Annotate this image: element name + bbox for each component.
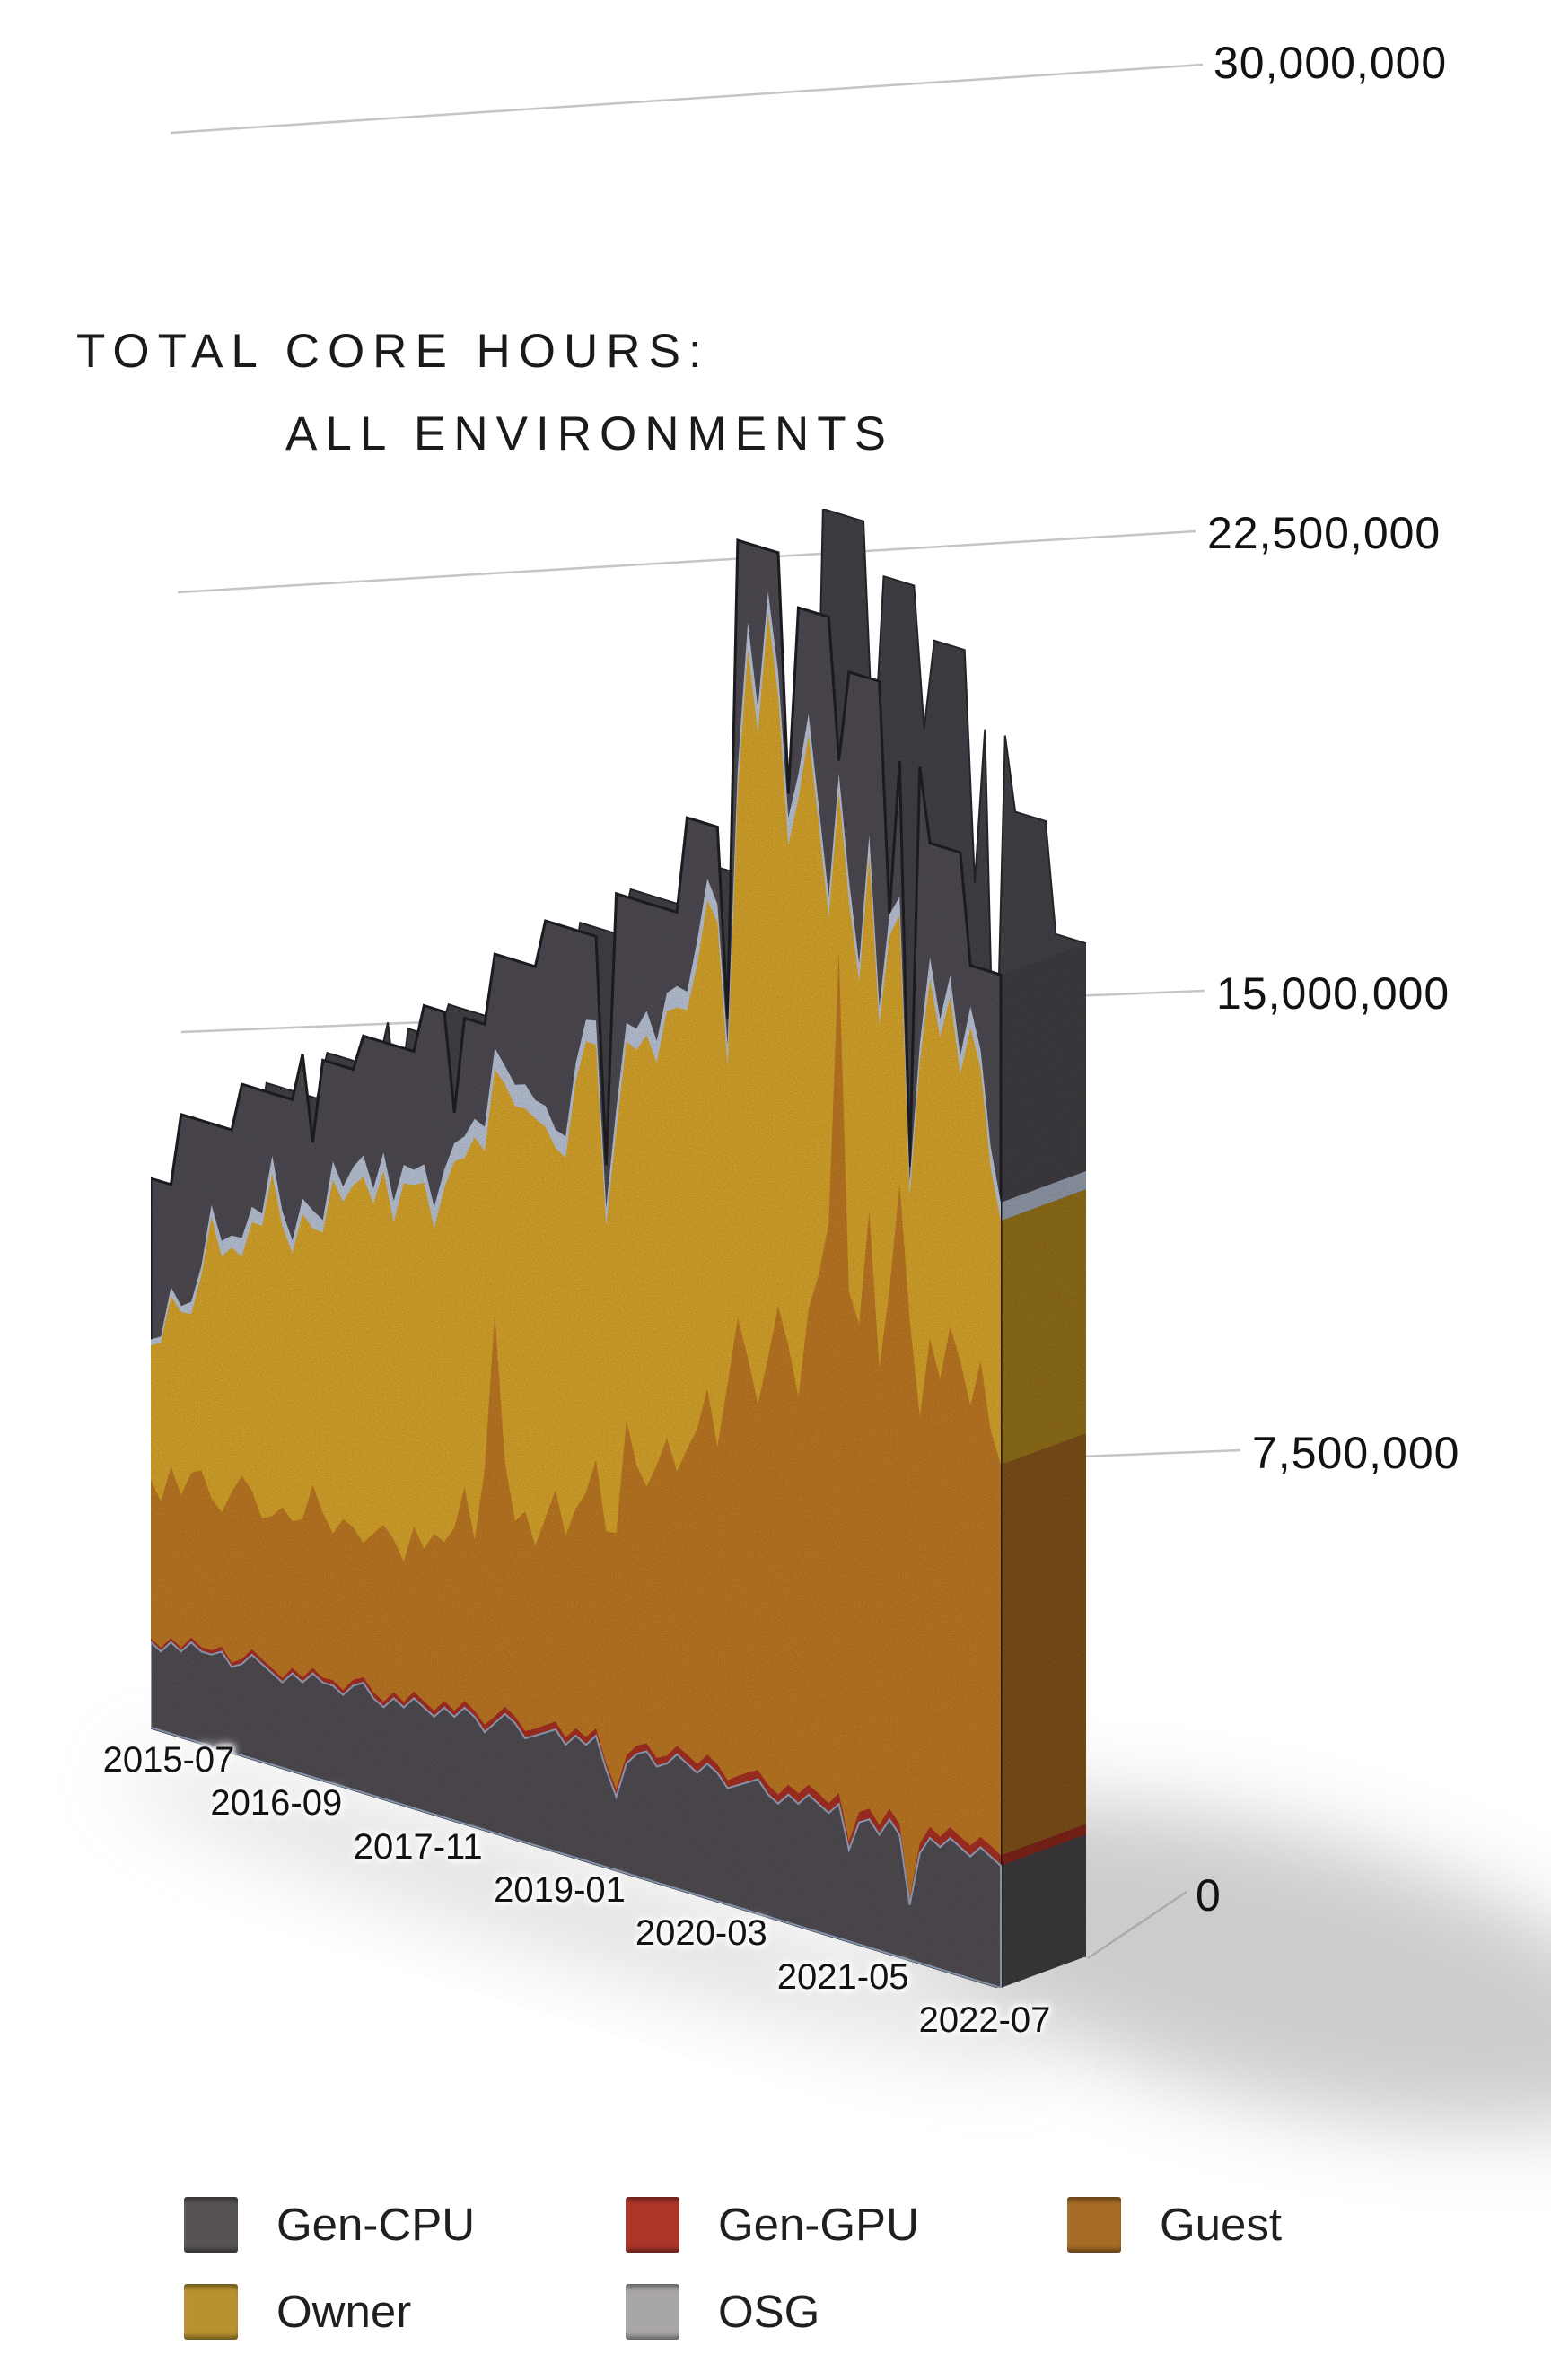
legend-swatch-osg	[626, 2284, 679, 2340]
end-face-capacity	[1001, 943, 1086, 1203]
x-tick-label: 2021-05	[776, 1956, 909, 1997]
legend-swatch-guest	[1067, 2197, 1121, 2253]
legend-label: Gen-CPU	[276, 2199, 476, 2250]
legend-label: Guest	[1160, 2199, 1283, 2250]
x-tick-label: 2022-07	[918, 2000, 1051, 2040]
end-face-OSG	[1001, 1170, 1086, 1221]
legend-label: Owner	[276, 2286, 412, 2337]
x-tick-label: 2019-01	[494, 1870, 626, 1910]
x-tick-label: 2015-07	[102, 1740, 235, 1780]
gridline	[170, 63, 1204, 135]
x-tick-label: 2020-03	[635, 1913, 767, 1954]
legend-swatch-gen-gpu	[626, 2197, 679, 2253]
x-tick-label: 2017-11	[353, 1826, 483, 1867]
legend: Gen-CPU Gen-GPU Guest Owner OSG	[184, 2197, 1485, 2376]
chart-title: TOTAL CORE HOURS: ALL ENVIRONMENTS	[76, 311, 894, 476]
chart-title-line2: ALL ENVIRONMENTS	[285, 407, 895, 460]
legend-label: OSG	[718, 2286, 820, 2337]
chart-3d-body	[149, 507, 1087, 1991]
series-Gen-CPU	[150, 1640, 1002, 1990]
end-face-Guest	[1001, 1433, 1086, 1856]
y-tick-label: 7,500,000	[1252, 1428, 1460, 1478]
y-tick-label: 15,000,000	[1216, 968, 1450, 1019]
end-face-Gen-GPU	[1001, 1824, 1086, 1866]
gridline	[177, 529, 1196, 594]
legend-swatch-owner	[184, 2284, 238, 2340]
y-tick-label: 30,000,000	[1214, 38, 1448, 88]
x-tick-label: 2016-09	[210, 1783, 343, 1824]
end-face-Gen-CPU	[1001, 1834, 1086, 1988]
chart-title-line1: TOTAL CORE HOURS:	[76, 325, 710, 378]
legend-label: Gen-GPU	[718, 2199, 919, 2250]
y-tick-label: 22,500,000	[1207, 508, 1441, 558]
end-face-Owner	[1001, 1189, 1086, 1466]
y-tick-label: 0	[1196, 1870, 1222, 1921]
legend-swatch-gen-cpu	[184, 2197, 238, 2253]
